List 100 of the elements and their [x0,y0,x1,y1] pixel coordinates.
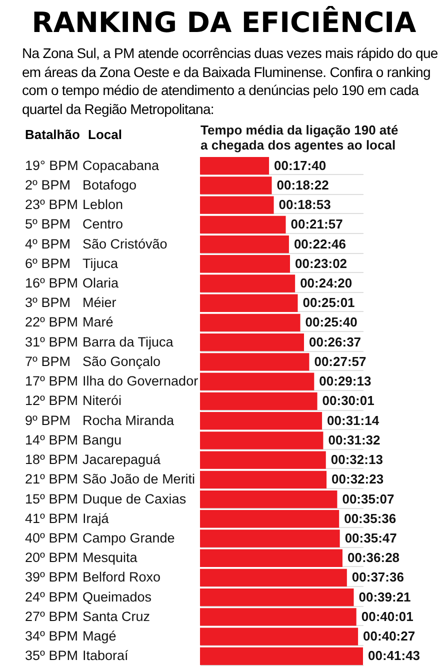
y-tick-label: Ilha do Governador [82,374,199,389]
text: 9º BPM [25,412,70,428]
y-tick-label: Itaboraí [82,648,129,664]
text: 6º BPM [25,256,70,271]
y-tick-label: Copacabana [82,158,160,173]
text: 4º BPM [25,236,70,252]
y-tick-label: Méier [82,295,117,310]
bar [200,255,290,273]
data-label: 00:35:47 [344,530,397,546]
bar [200,568,347,587]
text: 21º BPM [25,472,78,487]
data-label: 00:32:23 [332,472,384,487]
data-label: 00:32:13 [330,452,383,468]
text: 39º BPM [25,570,78,585]
data-label: 00:39:21 [358,589,411,604]
data-label: 00:35:36 [344,510,396,526]
text: 31º BPM [25,334,78,350]
text: 7º BPM [25,354,70,369]
bar [200,490,338,508]
text: a chegada dos agentes ao local [200,138,396,152]
bar [200,274,296,292]
text: 41º BPM [25,510,78,526]
data-label: 00:27:57 [314,354,366,369]
bar [200,216,286,234]
y-tick-label: Duque de Caxias [82,491,186,506]
text: 2º BPM [25,177,70,192]
bar [200,235,289,254]
y-tick-label: Campo Grande [82,530,175,546]
bar [200,372,314,390]
data-label: 00:29:13 [319,374,372,389]
bar [200,510,340,528]
data-label: 00:41:43 [368,648,420,664]
text: 18º BPM [25,452,78,468]
text: 19° BPM [25,158,78,173]
chart-title: RANKING DA EFICIÊNCIA [30,5,418,41]
y-tick-label: São Cristóvão [82,236,168,252]
text: 16º BPM [25,276,78,290]
data-label: 00:24:20 [300,276,352,290]
y-tick-label: Santa Cruz [82,608,150,624]
text: 17º BPM [25,374,78,389]
y-tick-label: Tijuca [82,256,118,271]
y-tick-label: Mesquita [82,550,138,566]
data-label: 00:40:01 [361,608,414,624]
text: 35º BPM [25,648,78,664]
text: 20º BPM [25,550,78,566]
text: Local [88,127,122,142]
bar [200,647,363,666]
y-tick-label: São Gonçalo [82,354,161,369]
data-label: 00:17:40 [274,158,326,173]
text: 27º BPM [25,608,78,624]
y-tick-label: Irajá [82,510,110,526]
text: 23º BPM [25,197,78,212]
text: 24º BPM [25,589,78,604]
y-tick-label: Bangu [82,432,122,448]
data-label: 00:21:57 [290,216,343,232]
bar [200,549,342,567]
y-tick-label: Queimados [82,589,152,604]
y-tick-label: Rocha Miranda [82,412,175,428]
bar [200,314,300,332]
data-label: 00:31:32 [328,432,380,448]
data-label: 00:35:07 [342,491,394,506]
text: Batalhão [25,127,80,142]
y-tick-label: Maré [82,314,114,330]
data-label: 00:31:14 [327,412,380,428]
data-label: 00:26:37 [309,334,362,350]
data-label: 00:36:28 [347,550,400,566]
data-label: 00:37:36 [352,570,404,585]
bar [200,412,322,430]
bar [200,392,318,410]
text: 14º BPM [25,432,78,448]
text: 34º BPM [25,628,78,644]
data-label: 00:40:27 [363,628,416,644]
y-tick-label: Barra da Tijuca [82,334,174,350]
bar [200,628,358,646]
y-tick-label: Niterói [82,393,122,408]
chart-subtitle: Na Zona Sul, a PM atende ocorrências duas vezes mais rápido do que em áreas da Zona Oeste e da Baixada Fluminense. Confira o ranking com o tempo médio de atendimento a denúncias pelo 190 em cada quartel da Região Metropolitana: [22,44,439,119]
data-label: 00:18:53 [278,197,331,212]
y-tick-label: Magé [82,628,116,644]
text: 22º BPM [25,314,78,330]
bar [200,353,310,371]
y-tick-label: Olaria [82,276,120,290]
bar [200,294,298,312]
text: 3º BPM [25,295,70,310]
y-tick-label: Leblon [82,197,124,212]
data-label: 00:22:46 [294,236,346,252]
y-tick-label: São João de Meriti [82,472,196,487]
bar [200,530,340,548]
y-tick-label: Botafogo [82,177,137,192]
text: 15º BPM [25,491,78,506]
bar [200,588,354,606]
data-label: 00:30:01 [322,393,374,408]
y-tick-label: Belford Roxo [82,570,161,585]
text: 12º BPM [25,393,78,408]
text: 40º BPM [25,530,78,546]
text: Tempo média da ligação 190 até [200,122,398,138]
data-label: 00:25:01 [302,295,355,310]
bar [200,156,270,175]
text: 5º BPM [25,216,70,232]
data-label: 00:18:22 [276,177,329,192]
y-tick-label: Centro [82,216,124,232]
